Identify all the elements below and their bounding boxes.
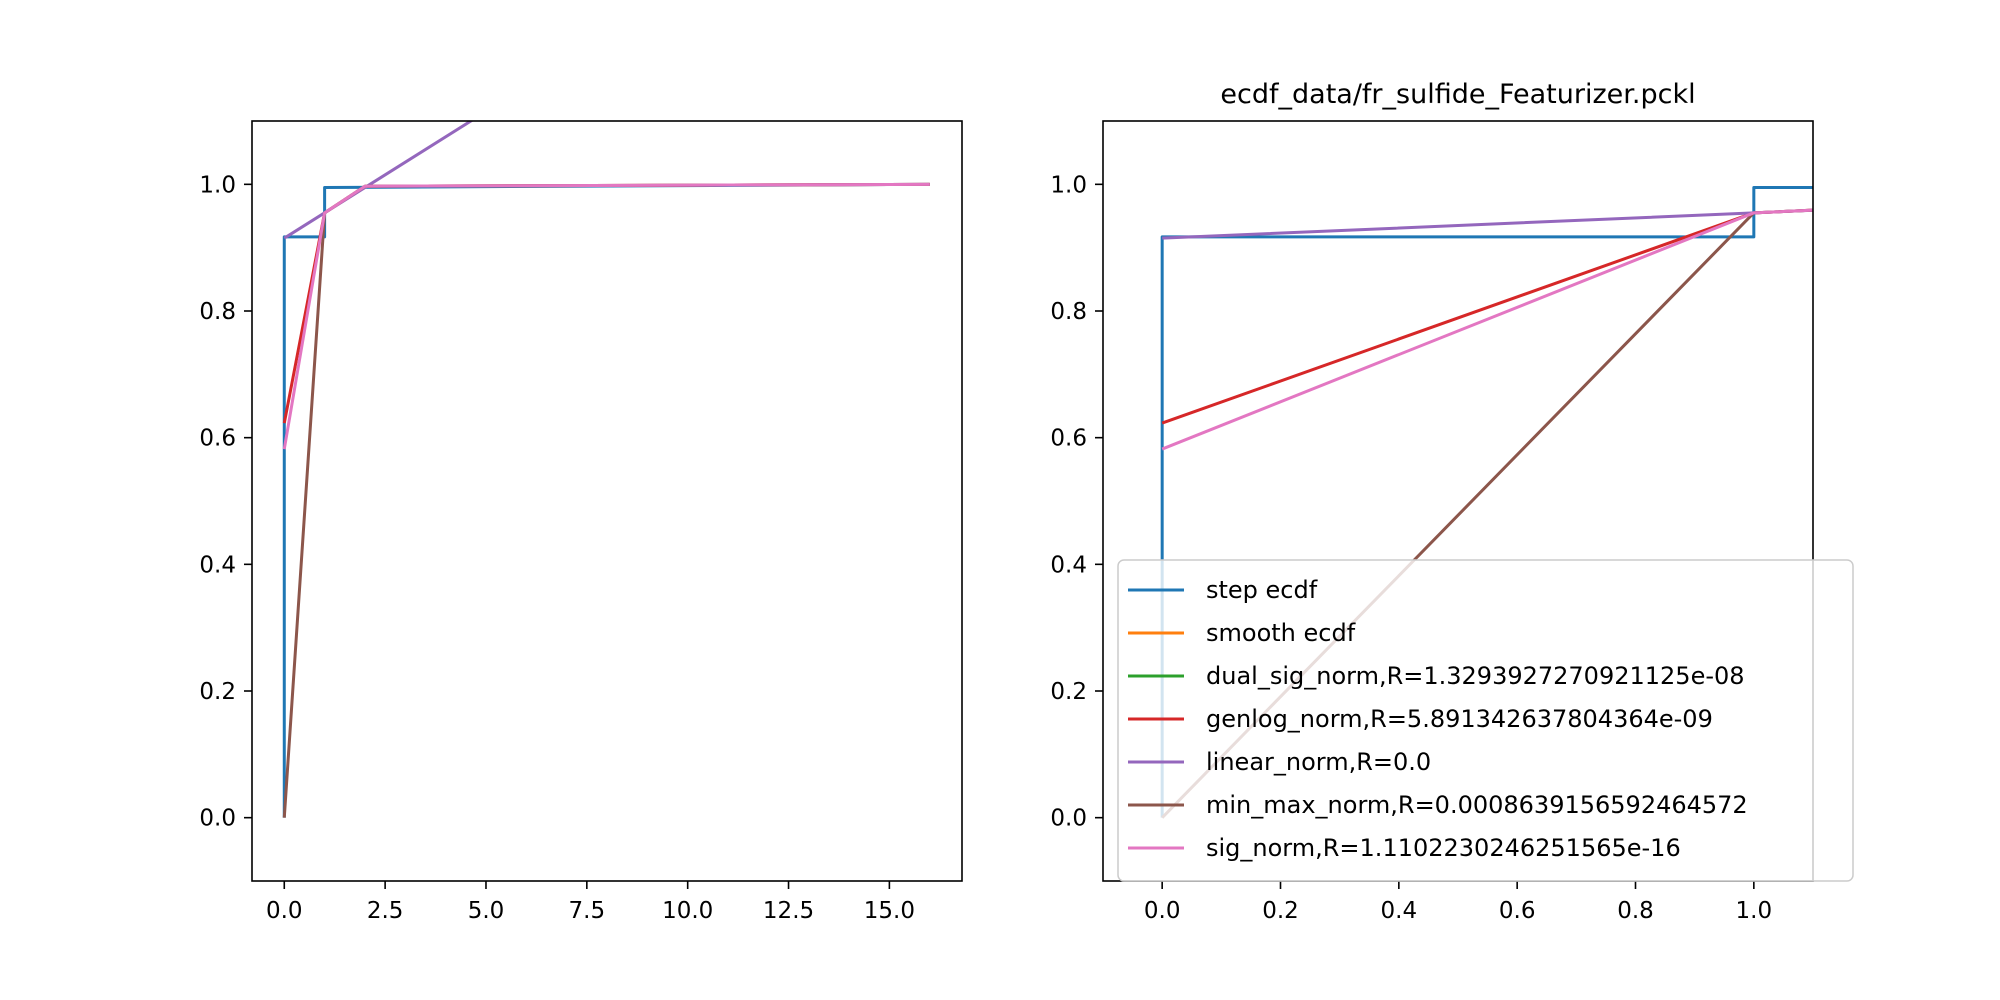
x-tick-label: 2.5	[367, 898, 404, 924]
y-tick-label: 0.8	[1050, 299, 1087, 325]
x-tick-label: 0.0	[266, 898, 303, 924]
x-tick-label: 5.0	[468, 898, 505, 924]
x-tick-label: 1.0	[1736, 898, 1773, 924]
legend-label: smooth ecdf	[1206, 619, 1356, 647]
x-tick-label: 0.8	[1617, 898, 1654, 924]
y-tick-label: 0.4	[1050, 552, 1087, 578]
y-tick-label: 0.6	[199, 426, 236, 452]
series-line-6	[1161, 208, 1813, 451]
y-tick-label: 1.0	[1050, 172, 1087, 198]
y-tick-label: 0.4	[199, 552, 236, 578]
series-line-6	[282, 182, 930, 450]
legend-label: sig_norm,R=1.1102230246251565e-16	[1206, 834, 1681, 862]
legend-label: linear_norm,R=0.0	[1206, 748, 1431, 776]
x-tick-label: 12.5	[763, 898, 814, 924]
series-line-0	[1160, 186, 1813, 818]
right-chart-panel: 0.0 0.2 0.4 0.6 0.8 1.0 0.0 0.2 0.4 0.6 0.8 1.0 ecdf…	[1050, 79, 1854, 924]
legend-label: genlog_norm,R=5.891342637804364e-09	[1206, 705, 1713, 733]
x-tick-label: 10.0	[662, 898, 713, 924]
x-tick-label: 7.5	[569, 898, 606, 924]
legend: step ecdf smooth ecdf dual_sig_norm,R=1.32…	[1117, 559, 1854, 882]
x-tick-label: 15.0	[864, 898, 915, 924]
y-tick-label: 0.6	[1050, 426, 1087, 452]
axes-frame	[251, 120, 963, 882]
y-tick-label: 0.2	[199, 679, 236, 705]
x-tick-label: 0.6	[1499, 898, 1536, 924]
y-tick-label: 1.0	[199, 172, 236, 198]
y-tick-label: 0.0	[1050, 806, 1087, 832]
legend-label: min_max_norm,R=0.0008639156592464572	[1206, 791, 1748, 819]
left-chart-panel: 0.0 2.5 5.0 7.5 10.0 12.5 15.0 0.0 0.2 0.4 0.6 0.8 1…	[199, 120, 963, 924]
y-tick-label: 0.2	[1050, 679, 1087, 705]
x-tick-label: 0.2	[1262, 898, 1299, 924]
x-tick-label: 0.0	[1144, 898, 1181, 924]
legend-box	[1117, 559, 1854, 882]
x-tick-label: 0.4	[1381, 898, 1418, 924]
y-tick-label: 0.8	[199, 299, 236, 325]
series-group	[282, 121, 930, 818]
legend-label: dual_sig_norm,R=1.3293927270921125e-08	[1206, 662, 1745, 690]
chart-title: ecdf_data/fr_sulfide_Featurizer.pckl	[1220, 79, 1695, 110]
y-tick-label: 0.0	[199, 806, 236, 832]
legend-label: step ecdf	[1206, 576, 1318, 604]
